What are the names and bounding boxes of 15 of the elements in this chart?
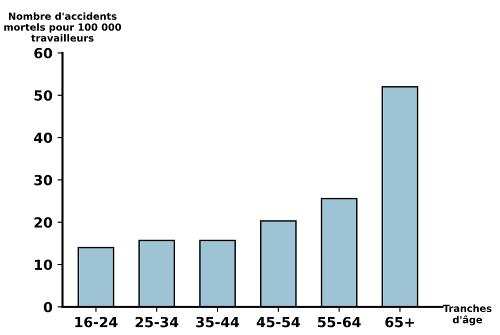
y-tick-label: 30 (34, 174, 52, 186)
y-tick-label: 50 (34, 90, 52, 101)
y-tick-label: 60 (34, 48, 52, 58)
y-axis-title: Nombre d'accidents mortels pour 100 000 travailleurs (4, 12, 122, 42)
x-tick-label: 45-54 (256, 317, 300, 328)
y-tick-label: 0 (44, 302, 52, 312)
y-tick-label: 40 (34, 132, 52, 144)
x-tick-label: 25-34 (136, 316, 178, 328)
x-axis-title: Tranches d'âge (443, 304, 492, 326)
x-tick-label: 55-64 (318, 316, 361, 328)
y-tick-label: 20 (34, 217, 52, 228)
x-tick-label: 35-44 (196, 316, 240, 328)
y-tick-label: 10 (35, 260, 52, 270)
x-tick-label: 65+ (385, 316, 414, 328)
x-tick-label: 16-24 (75, 316, 118, 328)
